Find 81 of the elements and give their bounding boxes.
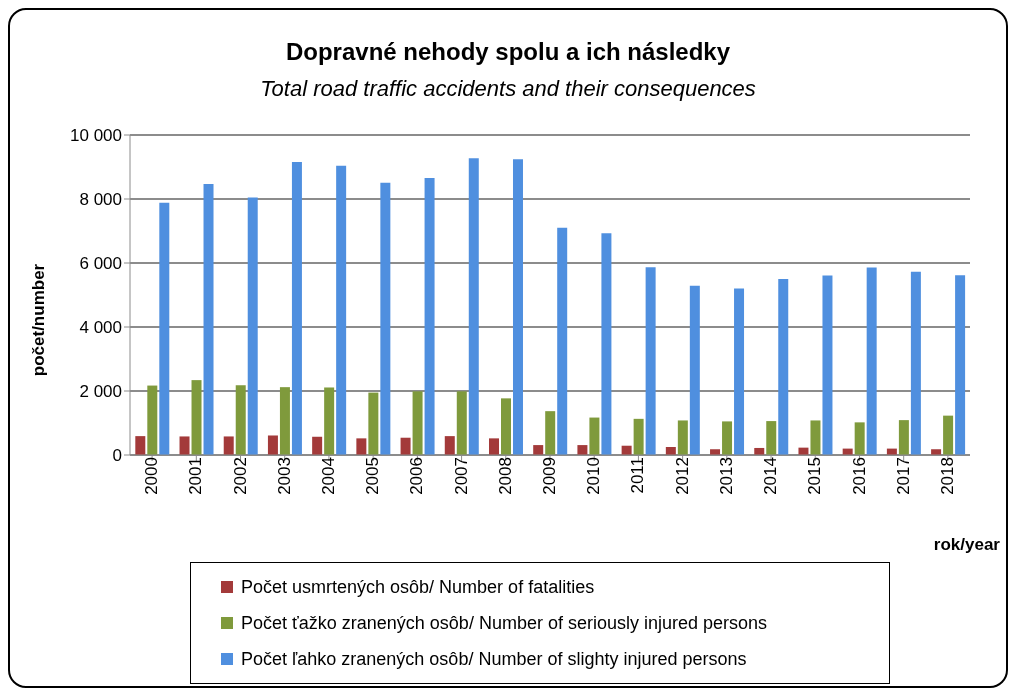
bar xyxy=(557,227,568,455)
bar xyxy=(191,380,202,455)
chart-title: Dopravné nehody spolu a ich následky xyxy=(284,38,732,66)
bar xyxy=(854,422,865,455)
bar xyxy=(291,161,302,455)
bar xyxy=(766,421,777,455)
x-tick-label: 2015 xyxy=(805,457,825,495)
chart-subtitle: Total road traffic accidents and their consequences xyxy=(259,76,757,102)
bar xyxy=(677,420,688,455)
bar xyxy=(412,391,423,455)
bar xyxy=(468,158,479,455)
x-tick-label: 2007 xyxy=(451,457,471,495)
bar xyxy=(955,275,966,455)
bar xyxy=(577,445,588,455)
bar xyxy=(400,437,411,455)
bar xyxy=(159,202,170,455)
bar xyxy=(810,420,821,455)
bar xyxy=(247,197,258,455)
bar xyxy=(545,411,556,455)
x-axis-title: rok/year xyxy=(933,535,1000,555)
bar xyxy=(135,436,146,455)
x-tick-label: 2010 xyxy=(584,457,604,495)
x-tick-label: 2000 xyxy=(142,457,162,495)
x-tick-label: 2017 xyxy=(893,457,913,495)
bar xyxy=(689,285,700,455)
y-tick-label: 8 000 xyxy=(79,190,122,210)
y-axis-title: počet/number xyxy=(29,263,49,377)
bar xyxy=(589,417,600,455)
y-tick-label: 6 000 xyxy=(79,254,122,274)
bar xyxy=(734,288,745,455)
legend-label: Počet ľahko zranených osôb/ Number of slighty injured persons xyxy=(241,648,747,670)
x-tick-label: 2006 xyxy=(407,457,427,495)
bar xyxy=(279,387,290,455)
bar xyxy=(910,271,921,455)
bar xyxy=(267,435,278,455)
bar xyxy=(898,420,909,455)
bar xyxy=(533,445,544,455)
bar xyxy=(512,159,523,455)
bar xyxy=(722,421,733,455)
x-tick-label: 2001 xyxy=(186,457,206,495)
x-tick-label: 2016 xyxy=(849,457,869,495)
bar xyxy=(633,418,644,455)
x-tick-label: 2011 xyxy=(628,457,648,494)
bar xyxy=(943,415,954,455)
legend-label: Počet usmrtených osôb/ Number of fatalities xyxy=(241,576,595,598)
x-tick-label: 2009 xyxy=(540,457,560,495)
x-tick-label: 2014 xyxy=(761,457,781,495)
bar xyxy=(645,267,656,455)
bar xyxy=(500,398,511,455)
bar xyxy=(147,385,158,455)
bar xyxy=(456,391,467,455)
bar xyxy=(778,279,789,455)
y-tick-label: 2 000 xyxy=(79,382,122,402)
y-tick-label: 0 xyxy=(112,446,122,466)
legend-label: Počet ťažko zranených osôb/ Number of seriously injured persons xyxy=(241,612,768,634)
x-tick-label: 2013 xyxy=(716,457,736,495)
y-tick-label: 4 000 xyxy=(79,318,122,338)
y-tick-label: 10 000 xyxy=(70,126,122,146)
x-tick-label: 2004 xyxy=(319,457,339,495)
bar xyxy=(336,165,347,455)
bar xyxy=(380,182,391,455)
bar xyxy=(324,387,335,455)
bar xyxy=(312,436,323,455)
bar xyxy=(356,438,367,455)
x-tick-label: 2002 xyxy=(230,457,250,495)
bar xyxy=(444,436,455,455)
bar xyxy=(601,233,612,455)
bar xyxy=(223,436,234,455)
bar xyxy=(368,392,379,455)
bar xyxy=(203,183,214,455)
bar xyxy=(488,438,499,455)
bar xyxy=(866,267,877,455)
bar xyxy=(235,385,246,455)
x-tick-label: 2008 xyxy=(495,457,515,495)
bar xyxy=(179,436,190,455)
bar xyxy=(822,275,833,455)
x-tick-label: 2018 xyxy=(937,457,957,495)
bar xyxy=(424,177,435,455)
x-tick-label: 2005 xyxy=(363,457,383,495)
x-tick-label: 2012 xyxy=(672,457,692,495)
x-tick-label: 2003 xyxy=(274,457,294,495)
